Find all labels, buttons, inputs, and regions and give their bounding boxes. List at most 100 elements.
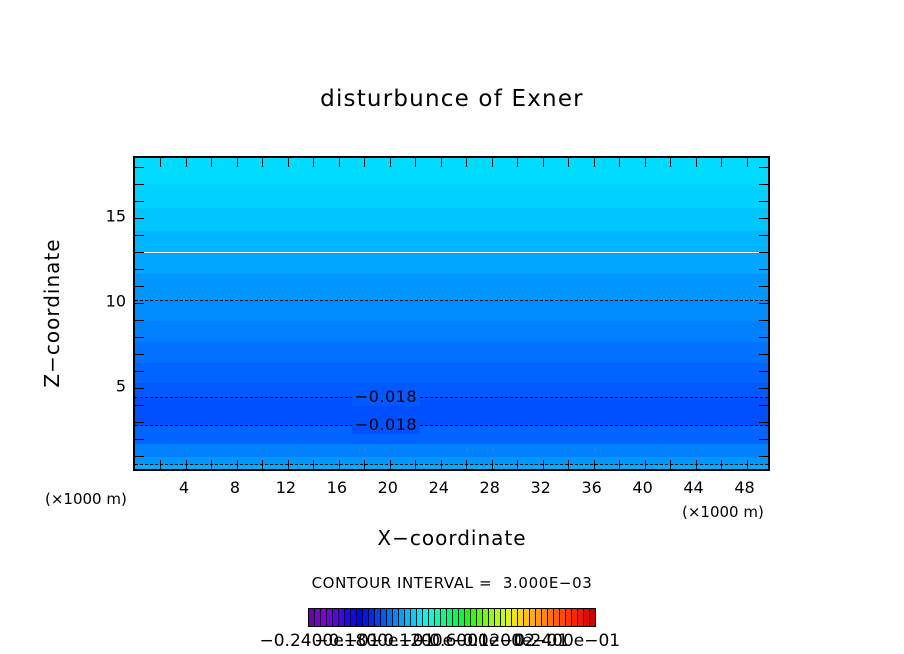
x-axis-tick: [466, 460, 468, 469]
x-tick-label: 36: [581, 478, 602, 497]
x-axis-tick: [160, 460, 162, 469]
y-axis-tick: [759, 183, 768, 185]
colorbar-cell: [572, 609, 579, 626]
x-axis-tick: [619, 460, 621, 469]
colorbar-tick-label: −0.6000e−02: [415, 631, 536, 651]
contour-band: [135, 158, 768, 185]
colorbar-cell: [362, 609, 369, 626]
axis-tick-layer: [135, 158, 768, 469]
colorbar-cell: [500, 609, 507, 626]
contour-band: [135, 382, 768, 398]
colorbar-cell: [374, 609, 381, 626]
x-axis-tick: [211, 460, 213, 469]
x-tick-label: 8: [229, 478, 240, 497]
contour-band: [135, 465, 768, 469]
y-axis-tick: [759, 319, 768, 321]
colorbar-cell: [452, 609, 459, 626]
contour-band: [135, 273, 768, 301]
colorbar[interactable]: [308, 608, 596, 627]
x-tick-label: 12: [275, 478, 297, 497]
contour-line: [135, 397, 768, 399]
x-axis-tick: [466, 158, 468, 167]
colorbar-cell: [506, 609, 513, 626]
y-axis-tick: [135, 370, 144, 372]
contour-band: [135, 208, 768, 232]
contour-value-label: −0.018: [351, 387, 421, 407]
x-axis-tick: [262, 460, 264, 469]
colorbar-cell: [392, 609, 399, 626]
x-axis-tick: [517, 158, 519, 167]
colorbar-cell: [530, 609, 537, 626]
colorbar-cell: [512, 609, 519, 626]
x-axis-tick: [389, 460, 391, 469]
y-axis-tick: [759, 404, 768, 406]
x-axis-tick: [491, 460, 493, 469]
y-axis-tick: [759, 234, 768, 236]
y-axis-tick: [135, 234, 144, 236]
x-axis-tick: [287, 460, 289, 469]
y-axis-tick: [759, 353, 768, 355]
colorbar-cell: [476, 609, 483, 626]
y-tick-label: 5: [115, 376, 126, 396]
x-axis-tick: [313, 158, 315, 167]
x-axis-tick: [644, 158, 646, 167]
y-axis-tick: [135, 387, 144, 389]
x-axis-tick: [746, 158, 748, 167]
colorbar-tick-label: −0.1800e−01: [314, 631, 435, 651]
colorbar-cell: [524, 609, 531, 626]
colorbar-cell: [398, 609, 405, 626]
colorbar-cell: [386, 609, 393, 626]
y-axis-tick: [135, 336, 144, 338]
colorbar-tick-label: −0.2400e−01: [259, 631, 380, 651]
y-axis-tick: [135, 183, 144, 185]
x-axis-tick: [440, 460, 442, 469]
colorbar-cell: [488, 609, 495, 626]
colorbar-tick-label: −0.1200e−01: [368, 631, 489, 651]
contour-line: [135, 425, 768, 427]
colorbar-cell: [518, 609, 525, 626]
y-axis-tick: [135, 319, 144, 321]
y-axis-tick: [759, 387, 768, 389]
y-axis-tick: [759, 438, 768, 440]
colorbar-cell: [590, 609, 596, 626]
y-tick-label: 10: [105, 291, 126, 311]
x-axis-tick: [644, 460, 646, 469]
colorbar-cell: [446, 609, 453, 626]
colorbar-cell: [350, 609, 357, 626]
x-axis-tick: [746, 460, 748, 469]
y-axis-tick: [135, 353, 144, 355]
y-axis-tick: [759, 166, 768, 168]
y-axis-tick: [759, 217, 768, 219]
colorbar-cell: [422, 609, 429, 626]
contour-band: [135, 252, 768, 274]
colorbar-cell: [482, 609, 489, 626]
x-axis-tick: [313, 460, 315, 469]
x-axis-tick: [389, 158, 391, 167]
x-axis-tick: [440, 158, 442, 167]
colorbar-cell: [566, 609, 573, 626]
x-axis-tick: [364, 460, 366, 469]
colorbar-cell: [578, 609, 585, 626]
x-axis-tick: [364, 158, 366, 167]
x-axis-tick: [619, 158, 621, 167]
colorbar-cell: [416, 609, 423, 626]
colorbar-cell: [309, 609, 315, 626]
x-tick-label: 44: [683, 478, 704, 497]
x-tick-label: 16: [326, 478, 348, 497]
x-axis-tick: [211, 158, 213, 167]
x-axis-tick: [415, 460, 417, 469]
y-axis-tick: [759, 370, 768, 372]
contour-line: [135, 463, 768, 465]
x-axis-tick: [721, 158, 723, 167]
y-axis-tick: [759, 268, 768, 270]
y-axis-tick: [759, 285, 768, 287]
x-axis-tick: [338, 158, 340, 167]
x-axis-tick: [517, 460, 519, 469]
colorbar-cell: [326, 609, 333, 626]
x-tick-label: 48: [734, 478, 755, 497]
colorbar-cell: [356, 609, 363, 626]
y-axis-tick: [759, 200, 768, 202]
colorbar-tick-label: 0.1200e−01: [462, 631, 569, 651]
contour-plot-area[interactable]: −0.018 −0.018: [133, 156, 770, 471]
